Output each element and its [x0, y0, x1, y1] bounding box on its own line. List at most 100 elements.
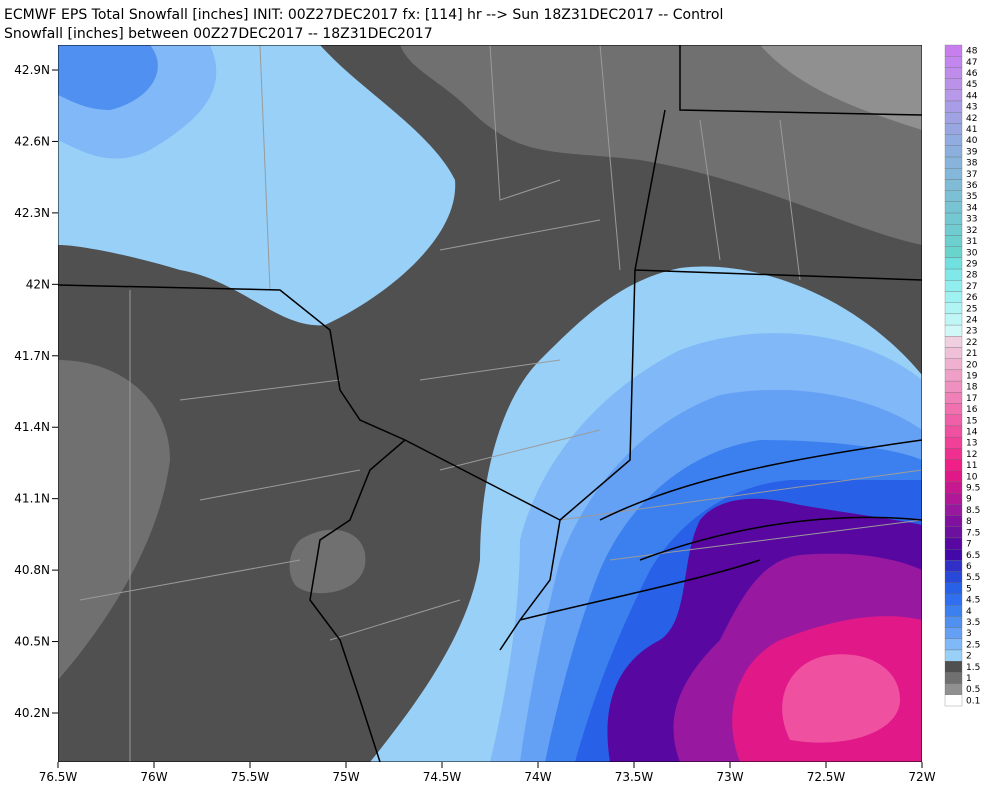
- colorbar-swatch: [944, 268, 963, 281]
- colorbar-label: 20: [966, 360, 978, 370]
- colorbar-label: 15: [966, 416, 977, 426]
- snow-contour: [289, 529, 366, 594]
- colorbar-label: 35: [966, 192, 977, 202]
- colorbar-swatch: [944, 481, 963, 494]
- lon-label: 72W: [908, 770, 935, 784]
- colorbar-label: 36: [966, 181, 978, 191]
- colorbar-label: 0.5: [966, 685, 980, 695]
- colorbar-swatch: [944, 627, 963, 639]
- lon-label: 73W: [716, 770, 743, 784]
- colorbar-swatch: [944, 280, 963, 292]
- colorbar-swatch: [944, 425, 963, 438]
- colorbar-label: 2: [966, 652, 972, 662]
- colorbar-swatch: [944, 672, 963, 684]
- colorbar-label: 3.5: [966, 618, 980, 628]
- colorbar-swatch: [944, 605, 963, 617]
- colorbar-label: 19: [966, 372, 978, 382]
- colorbar-label: 8.5: [966, 506, 980, 516]
- colorbar-label: 1: [966, 674, 972, 684]
- lon-label: 74.5W: [423, 770, 462, 784]
- colorbar-label: 31: [966, 237, 977, 247]
- snow-contour: [58, 45, 158, 110]
- colorbar-label: 6.5: [966, 551, 980, 561]
- lon-label: 75.5W: [231, 770, 270, 784]
- colorbar-label: 22: [966, 338, 977, 348]
- map-area: [58, 45, 922, 762]
- colorbar-swatch: [944, 470, 963, 483]
- colorbar-swatch: [944, 560, 963, 572]
- colorbar-swatch: [944, 302, 963, 315]
- colorbar-swatch: [944, 593, 963, 606]
- colorbar-swatch: [944, 235, 963, 247]
- colorbar-label: 9: [966, 495, 972, 505]
- snow-contour: [760, 45, 922, 130]
- colorbar-swatch: [944, 414, 963, 427]
- colorbar-swatch: [944, 257, 963, 270]
- colorbar-label: 9.5: [966, 484, 980, 494]
- colorbar-swatch: [944, 145, 963, 158]
- colorbar-label: 30: [966, 248, 978, 258]
- colorbar-label: 14: [966, 428, 978, 438]
- colorbar-label: 45: [966, 80, 977, 90]
- colorbar-label: 10: [966, 472, 978, 482]
- colorbar-label: 18: [966, 383, 978, 393]
- lon-label: 76.5W: [39, 770, 78, 784]
- colorbar-label: 33: [966, 215, 977, 225]
- colorbar-label: 41: [966, 125, 977, 135]
- colorbar-label: 11: [966, 461, 977, 471]
- colorbar-label: 44: [966, 91, 978, 101]
- colorbar-swatch: [944, 190, 963, 202]
- colorbar-label: 17: [966, 394, 977, 404]
- colorbar-swatch: [944, 694, 963, 707]
- lon-label: 73.5W: [615, 770, 654, 784]
- colorbar-label: 2.5: [966, 640, 980, 650]
- colorbar-swatch: [944, 324, 963, 337]
- colorbar-swatch: [944, 224, 963, 236]
- snow-contour: [782, 654, 900, 743]
- colorbar-swatch: [944, 291, 963, 303]
- colorbar-swatch: [944, 436, 963, 449]
- colorbar-label: 46: [966, 69, 978, 79]
- colorbar-swatch: [944, 526, 963, 539]
- colorbar-swatch: [944, 571, 963, 583]
- lon-label: 75W: [332, 770, 359, 784]
- colorbar-swatch: [944, 168, 963, 180]
- colorbar-swatch: [944, 78, 963, 90]
- colorbar-label: 47: [966, 58, 977, 68]
- lat-label: 40.8N: [14, 563, 50, 577]
- colorbar-label: 1.5: [966, 663, 980, 673]
- colorbar-label: 12: [966, 450, 977, 460]
- colorbar-label: 38: [966, 159, 978, 169]
- colorbar-swatch: [944, 123, 963, 135]
- county-lines: [79, 45, 922, 762]
- colorbar-swatch: [944, 459, 963, 471]
- colorbar-label: 48: [966, 47, 978, 57]
- colorbar-swatch: [944, 89, 963, 102]
- colorbar-swatch: [944, 100, 963, 113]
- colorbar-swatch: [944, 448, 963, 460]
- colorbar-label: 5: [966, 584, 972, 594]
- colorbar-swatch: [944, 683, 963, 695]
- colorbar-label: 5.5: [966, 573, 980, 583]
- lon-label: 72.5W: [807, 770, 846, 784]
- snow-contour: [58, 360, 170, 680]
- colorbar-label: 42: [966, 114, 977, 124]
- colorbar-swatch: [944, 380, 963, 393]
- colorbar-label: 13: [966, 439, 977, 449]
- lat-label: 41.1N: [14, 492, 50, 506]
- colorbar-label: 3: [966, 629, 972, 639]
- colorbar-swatch: [944, 156, 963, 169]
- colorbar-label: 25: [966, 304, 977, 314]
- colorbar-label: 34: [966, 203, 978, 213]
- title-line: ECMWF EPS Total Snowfall [inches] INIT: …: [4, 7, 723, 23]
- colorbar-swatch: [944, 504, 963, 516]
- colorbar-label: 28: [966, 271, 978, 281]
- colorbar-swatch: [944, 313, 963, 326]
- state-borders: [58, 45, 922, 762]
- colorbar-label: 39: [966, 147, 978, 157]
- colorbar-label: 8: [966, 517, 972, 527]
- colorbar-swatch: [944, 549, 963, 561]
- colorbar-swatch: [944, 661, 963, 673]
- colorbar-swatch: [944, 403, 963, 415]
